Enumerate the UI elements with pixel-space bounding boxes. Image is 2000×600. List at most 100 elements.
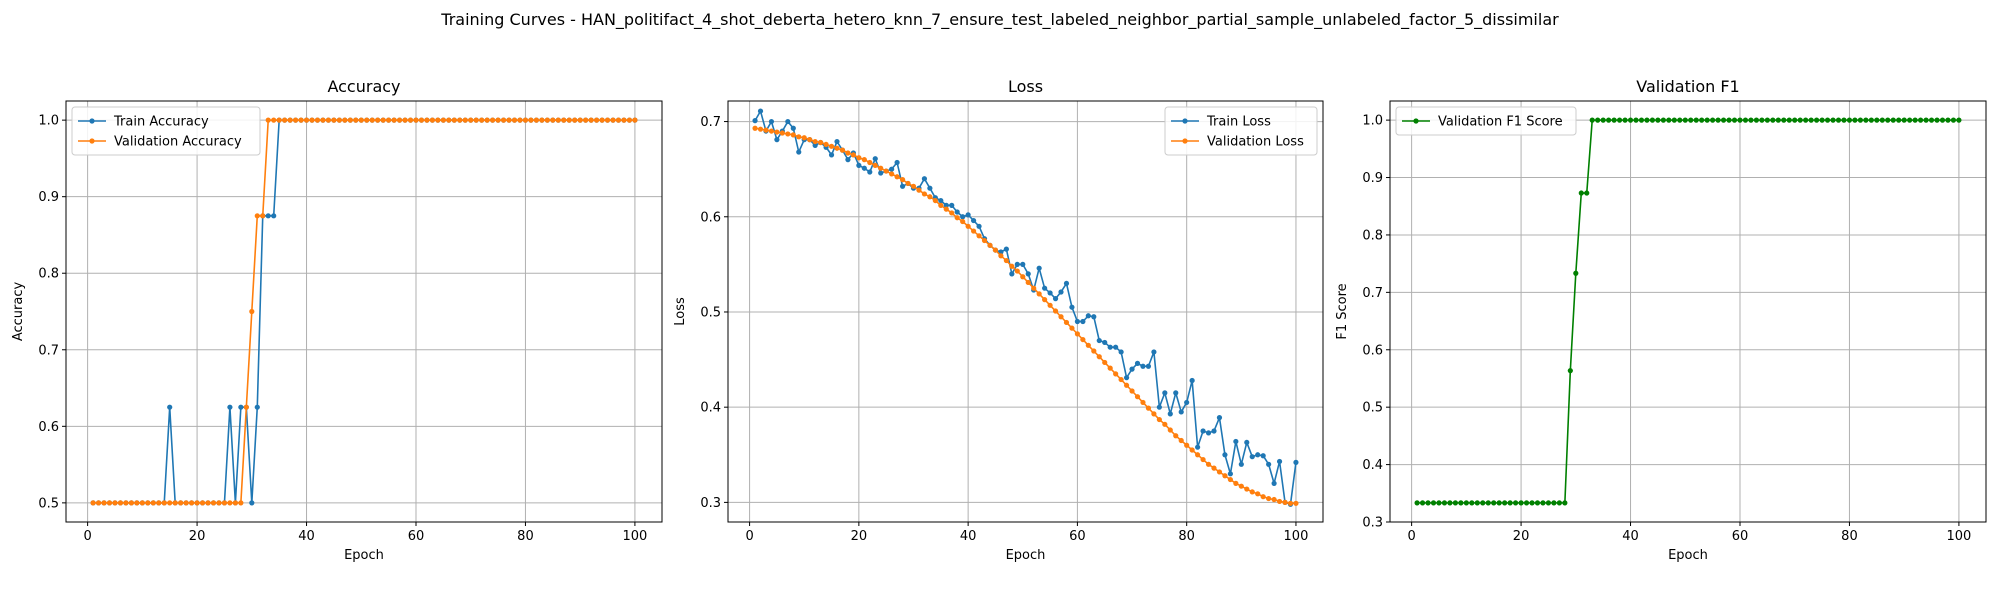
- loss-series-0-point: [1058, 289, 1064, 295]
- loss-x-tick-label: 100: [1284, 529, 1309, 544]
- f1-series-0-point: [1644, 117, 1650, 123]
- loss-series-0-point: [1276, 458, 1283, 465]
- f1-y-tick-label: 0.5: [1362, 401, 1383, 416]
- f1-series-0-point: [1857, 117, 1863, 123]
- f1-x-tick-label: 100: [1946, 529, 1971, 544]
- accuracy-panel: 0 20 40 60 80 100 0.5 0.6 0.7 0.8 0.9 1.0 Accuracy Ep…: [11, 77, 663, 563]
- accuracy-series-1-point: [106, 500, 113, 506]
- loss-series-1-point: [1271, 496, 1277, 503]
- loss-series-0-point: [856, 162, 862, 168]
- f1-series-0-point: [1578, 190, 1584, 196]
- loss-series-0-point: [1266, 461, 1272, 467]
- loss-y-tick-label: 0.6: [700, 210, 721, 225]
- f1-series-0-point: [1540, 500, 1546, 506]
- accuracy-series-1-point: [282, 117, 288, 123]
- loss-series-1-point: [949, 210, 955, 216]
- f1-series-0-point: [1890, 117, 1896, 123]
- accuracy-series-1-point: [254, 213, 260, 219]
- accuracy-legend-swatch-marker: [89, 138, 95, 144]
- loss-series-0-point: [1260, 453, 1266, 459]
- f1-title: Validation F1: [1636, 77, 1739, 96]
- f1-series-0-point: [1507, 500, 1513, 506]
- accuracy-series-1-point: [506, 117, 512, 123]
- accuracy-series-0-point: [238, 404, 244, 410]
- loss-series-1-point: [1282, 499, 1288, 505]
- loss-series-0-point: [1091, 314, 1097, 320]
- accuracy-series-1-point: [413, 117, 419, 123]
- loss-series-1-point: [823, 141, 829, 148]
- loss-series-1-point: [1020, 274, 1026, 280]
- accuracy-legend-swatch-marker: [89, 118, 95, 124]
- loss-series-0-point: [1036, 265, 1042, 271]
- loss-series-1-point: [872, 162, 878, 168]
- f1-series-0-point: [1819, 117, 1825, 123]
- f1-x-tick-label: 0: [1407, 529, 1415, 544]
- f1-series-0-point: [1529, 500, 1535, 506]
- accuracy-series-1-point: [189, 500, 195, 506]
- f1-series-0-point: [1671, 117, 1677, 123]
- accuracy-series-1-point: [292, 117, 299, 123]
- loss-series-1-point: [1205, 461, 1212, 467]
- loss-series-0-point: [1107, 344, 1113, 350]
- loss-series-1-point: [1151, 411, 1157, 417]
- loss-series-1-point: [992, 247, 999, 253]
- f1-series-0-point: [1682, 117, 1688, 123]
- loss-series-0-point: [790, 125, 796, 131]
- accuracy-series-1-point: [353, 117, 359, 123]
- accuracy-series-1-point: [539, 117, 545, 123]
- f1-legend-swatch-marker: [1413, 118, 1419, 124]
- f1-legend-box: [1395, 106, 1577, 136]
- loss-series-1-point: [856, 155, 862, 161]
- loss-series-0-point: [1113, 344, 1119, 350]
- loss-series-0-point: [1085, 313, 1091, 319]
- f1-y-tick-label: 0.7: [1362, 286, 1383, 301]
- f1-y-tick-label: 0.4: [1362, 458, 1383, 473]
- f1-series-0-point: [1797, 117, 1803, 123]
- accuracy-series-1-point: [347, 117, 353, 123]
- loss-series-0-point: [812, 142, 818, 148]
- accuracy-series-0-point: [249, 500, 255, 506]
- loss-series-0-point: [1222, 452, 1228, 458]
- loss-series-0-point: [1014, 261, 1020, 267]
- loss-series-1-point: [834, 145, 840, 151]
- loss-series-1-point: [1003, 257, 1009, 264]
- f1-y-tick-label: 1.0: [1362, 114, 1383, 129]
- f1-y-tick-label: 0.3: [1362, 516, 1383, 531]
- accuracy-series-1-point: [615, 117, 622, 123]
- loss-series-1-point: [1173, 433, 1179, 439]
- accuracy-series-1-point: [550, 117, 556, 123]
- loss-series-0-point: [1020, 261, 1026, 267]
- accuracy-series-1-point: [90, 500, 96, 506]
- f1-series-0-point: [1770, 117, 1776, 123]
- accuracy-series-1-point: [205, 500, 211, 506]
- accuracy-series-1-point: [145, 500, 151, 506]
- accuracy-series-0-point: [254, 404, 260, 410]
- accuracy-series-1-point: [610, 117, 616, 123]
- loss-series-1-point: [861, 157, 867, 163]
- f1-series-0-point: [1928, 117, 1935, 123]
- f1-series-0-point: [1611, 117, 1617, 123]
- f1-series-0-point: [1753, 117, 1760, 123]
- loss-series-1-point: [1134, 394, 1141, 400]
- loss-series-1-point: [1276, 498, 1283, 505]
- f1-series-0-point: [1480, 500, 1486, 506]
- loss-series-1-point: [981, 237, 988, 244]
- loss-series-1-point: [1227, 476, 1233, 483]
- loss-series-0-point: [954, 209, 960, 215]
- accuracy-series-1-point: [183, 500, 189, 506]
- loss-series-1-point: [1266, 495, 1272, 502]
- f1-series-0-point: [1764, 117, 1770, 123]
- accuracy-series-1-point: [238, 500, 244, 506]
- accuracy-legend-label: Validation Accuracy: [114, 135, 242, 150]
- f1-series-0-point: [1693, 117, 1699, 123]
- loss-legend-box: [1164, 106, 1318, 156]
- f1-series-0-point: [1950, 117, 1957, 123]
- accuracy-series-1-point: [435, 117, 441, 123]
- loss-series-0-point: [1205, 430, 1212, 436]
- loss-series-1-point: [938, 202, 944, 208]
- f1-y-axis-label: F1 Score: [1335, 283, 1350, 339]
- loss-series-0-point: [1184, 399, 1190, 406]
- loss-series-1-point: [1058, 314, 1064, 320]
- loss-series-1-point: [916, 187, 922, 193]
